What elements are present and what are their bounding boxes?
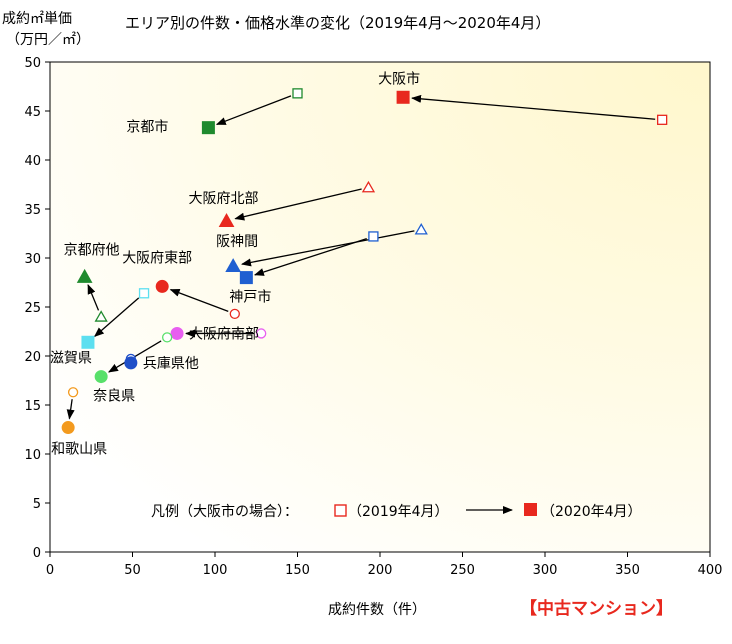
arrow-阪神間 (241, 230, 415, 267)
area-label: 滋賀県 (50, 350, 92, 366)
legend-prefix: 凡例（大阪市の場合）： (151, 503, 298, 520)
area-label: 京都府他 (64, 243, 120, 259)
point-2019-大阪府北部 (361, 180, 376, 193)
legend-label-2019: （2019年4月） (348, 504, 449, 520)
x-tick-label: 0 (46, 563, 54, 578)
point-2019-京都市 (292, 88, 303, 99)
plot-area (49, 61, 711, 553)
x-tick-label: 350 (615, 563, 640, 578)
point-2019-京都府他 (94, 310, 108, 322)
legend-label-2020: （2020年4月） (541, 504, 642, 520)
chart-title: エリア別の件数・価格水準の変化（2019年4月〜2020年4月） (125, 14, 550, 32)
x-tick-label: 250 (450, 563, 475, 578)
point-2019-和歌山県 (67, 387, 79, 398)
point-2020-京都市 (201, 121, 215, 135)
arrow-滋賀県 (93, 297, 140, 338)
legend: 凡例（大阪市の場合）： （2019年4月） （2020年4月） (151, 503, 642, 520)
point-2020-大阪府北部 (218, 213, 235, 227)
area-label: 大阪府北部 (189, 191, 259, 207)
point-2019-奈良県 (161, 332, 173, 343)
point-2020-大阪府南部 (170, 326, 184, 340)
point-2020-阪神間 (225, 258, 242, 273)
y-tick-label: 15 (24, 399, 41, 414)
point-2019-大阪府南部 (256, 328, 267, 339)
x-tick-label: 200 (368, 563, 393, 578)
area-label: 大阪府南部 (189, 326, 259, 342)
x-tick-label: 50 (124, 563, 141, 578)
x-tick-label: 100 (203, 563, 228, 578)
arrow-大阪府北部 (234, 188, 362, 221)
area-label: 兵庫県他 (143, 355, 199, 372)
point-2020-滋賀県 (81, 335, 95, 349)
point-2020-和歌山県 (61, 421, 75, 435)
arrow-和歌山県 (66, 399, 75, 420)
y-tick-label: 25 (24, 301, 41, 316)
point-2019-阪神間 (414, 223, 428, 235)
x-tick-label: 150 (285, 563, 310, 578)
y-tick-label: 0 (33, 546, 41, 561)
y-axis-label-line1: 成約㎡単価 (2, 11, 72, 27)
data-points (61, 88, 668, 435)
area-label: 奈良県 (93, 389, 135, 405)
area-label: 阪神間 (216, 234, 258, 250)
area-label: 神戸市 (229, 289, 271, 306)
y-tick-label: 30 (24, 252, 41, 267)
point-2019-神戸市 (368, 231, 379, 242)
point-2020-大阪市 (396, 90, 410, 104)
arrow-京都府他 (87, 284, 100, 311)
x-tick-label: 300 (533, 563, 558, 578)
point-2020-奈良県 (94, 370, 108, 384)
legend-marker-2019 (334, 504, 347, 517)
point-2020-京都府他 (76, 268, 93, 283)
arrow-大阪市 (411, 94, 656, 120)
y-tick-label: 10 (24, 448, 41, 463)
point-2020-大阪府東部 (155, 279, 169, 293)
y-tick-label: 50 (24, 56, 41, 71)
point-2019-大阪市 (657, 114, 668, 125)
axes: 0 50 100 150 200 250 300 350 400 0 5 10 15 20 25 30 35 40… (24, 56, 722, 578)
y-tick-label: 45 (24, 105, 41, 120)
change-arrows (66, 94, 656, 420)
arrow-京都市 (215, 95, 292, 126)
arrow-大阪府東部 (169, 288, 229, 312)
y-tick-label: 20 (24, 350, 41, 365)
category-tag: 【中古マンション】 (520, 598, 673, 619)
point-2019-滋賀県 (138, 288, 150, 299)
area-label: 和歌山県 (51, 442, 107, 458)
point-2020-兵庫県他 (124, 356, 138, 370)
area-label: 大阪市 (378, 70, 420, 87)
x-axis-label: 成約件数（件） (328, 602, 426, 618)
legend-marker-2020 (524, 503, 537, 516)
y-tick-label: 5 (33, 497, 41, 512)
arrow-神戸市 (253, 237, 367, 276)
point-2019-大阪府東部 (229, 308, 240, 320)
x-tick-label: 400 (698, 563, 723, 578)
y-axis-label-line2: （万円／㎡） (6, 32, 90, 48)
y-tick-label: 35 (24, 203, 41, 218)
area-label: 大阪府東部 (122, 250, 192, 266)
y-tick-label: 40 (24, 154, 41, 169)
point-2020-神戸市 (239, 271, 253, 285)
area-label: 京都市 (126, 119, 168, 136)
